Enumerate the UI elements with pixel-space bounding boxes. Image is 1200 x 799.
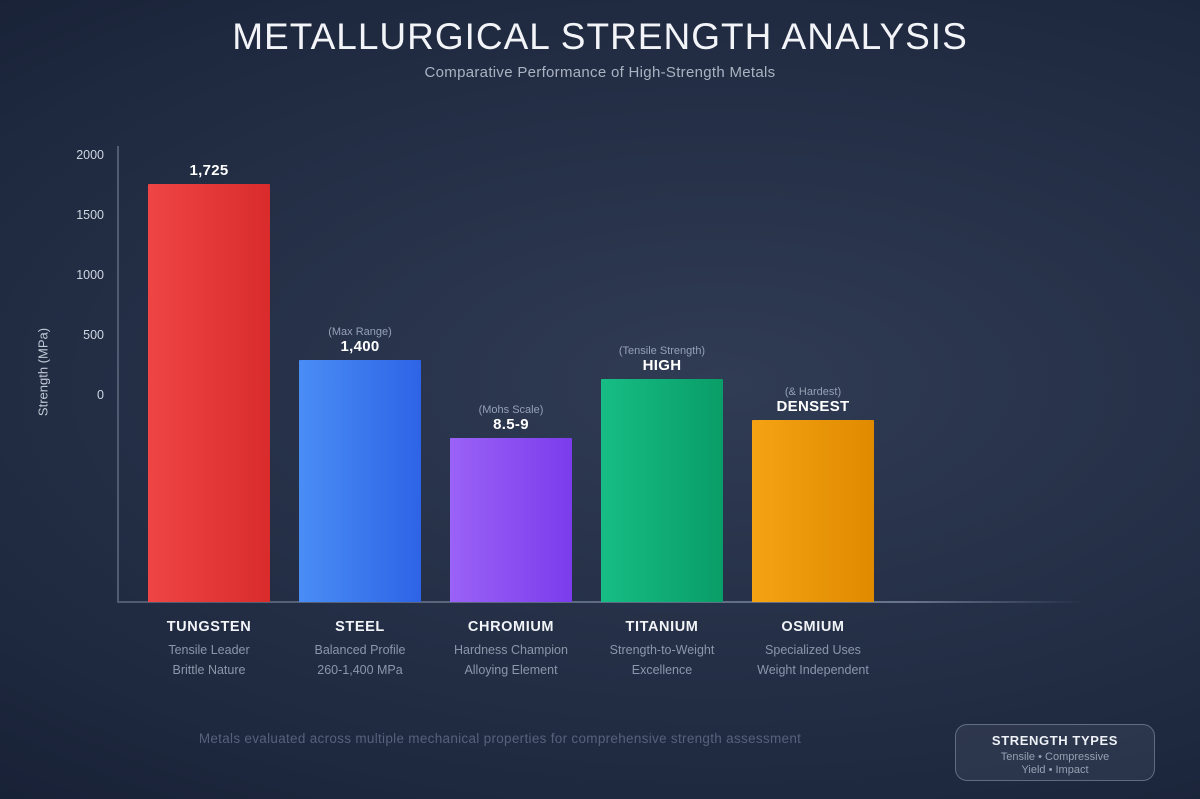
- footer-note: Metals evaluated across multiple mechani…: [198, 731, 802, 746]
- y-axis-tick-label: 2000: [76, 148, 104, 162]
- bar: (Max Range) 1,400: [299, 326, 421, 602]
- bar: (& Hardest) DENSEST: [752, 386, 874, 602]
- bar-description-2: 260-1,400 MPa: [317, 663, 403, 677]
- bar-qualifier-label: (Tensile Strength): [618, 345, 706, 357]
- bar-value-label: DENSEST: [776, 398, 850, 415]
- bar-description-2: Alloying Element: [464, 663, 558, 677]
- bar-value-label: 1,400: [340, 338, 380, 355]
- y-axis-tick-label: 1500: [76, 208, 104, 222]
- y-axis-ticks: 2000 1500 1000 500 0: [0, 0, 104, 799]
- bar-category-label: TITANIUM: [625, 619, 699, 635]
- bar-footer: TITANIUM Strength-to-Weight Excellence: [572, 619, 752, 680]
- y-axis-line: [117, 146, 119, 602]
- bar-description-1: Hardness Champion: [454, 643, 568, 657]
- bar-description-2: Brittle Nature: [172, 663, 246, 677]
- bar-description-1: Strength-to-Weight: [609, 643, 715, 657]
- legend-line-2: Yield • Impact: [1021, 764, 1089, 776]
- bar-category-label: TUNGSTEN: [166, 619, 252, 635]
- y-axis-tick-label: 1000: [76, 268, 104, 282]
- bar-qualifier-label: (Mohs Scale): [478, 404, 544, 416]
- bar-qualifier-label: (Max Range): [328, 326, 392, 338]
- y-axis-tick-label: 500: [83, 328, 104, 342]
- y-axis-tick-label: 0: [97, 388, 104, 402]
- bar-value-label: 8.5-9: [493, 416, 529, 433]
- bar-footer: CHROMIUM Hardness Champion Alloying Elem…: [421, 619, 601, 680]
- bar: (Mohs Scale) 8.5-9: [450, 404, 572, 602]
- bar-qualifier-label: (& Hardest): [784, 386, 842, 398]
- bar-caption: (Mohs Scale) 8.5-9: [479, 404, 544, 432]
- bar-caption: (& Hardest) DENSEST: [777, 386, 850, 414]
- bar-category-label: STEEL: [335, 619, 385, 635]
- bar-caption: 1,725: [189, 162, 228, 178]
- bar-value-label: HIGH: [642, 357, 682, 374]
- bar-description-2: Excellence: [631, 663, 693, 677]
- legend-box: STRENGTH TYPES Tensile • Compressive Yie…: [955, 724, 1155, 781]
- bar-footer: OSMIUM Specialized Uses Weight Independe…: [723, 619, 903, 680]
- bar-caption: (Max Range) 1,400: [328, 326, 392, 354]
- bar-description-2: Weight Independent: [757, 663, 869, 677]
- bar-value-label: 1,725: [189, 162, 229, 179]
- bar-category-label: OSMIUM: [781, 619, 845, 635]
- page-title: METALLURGICAL STRENGTH ANALYSIS: [232, 16, 968, 57]
- bar-description-1: Balanced Profile: [314, 643, 406, 657]
- page-subtitle: Comparative Performance of High-Strength…: [424, 64, 776, 81]
- bar-description-1: Specialized Uses: [765, 643, 861, 657]
- bar: 1,725: [148, 163, 270, 602]
- bar-description-1: Tensile Leader: [168, 643, 250, 657]
- legend-title: STRENGTH TYPES: [991, 733, 1119, 748]
- bar: (Tensile Strength) HIGH: [601, 345, 723, 602]
- bar-caption: (Tensile Strength) HIGH: [619, 345, 705, 373]
- x-axis-line: [117, 601, 1085, 603]
- bar-category-label: CHROMIUM: [467, 619, 555, 635]
- bar-footer: STEEL Balanced Profile 260-1,400 MPa: [270, 619, 450, 680]
- bar-footer: TUNGSTEN Tensile Leader Brittle Nature: [119, 619, 299, 680]
- legend-line-1: Tensile • Compressive: [1000, 751, 1110, 763]
